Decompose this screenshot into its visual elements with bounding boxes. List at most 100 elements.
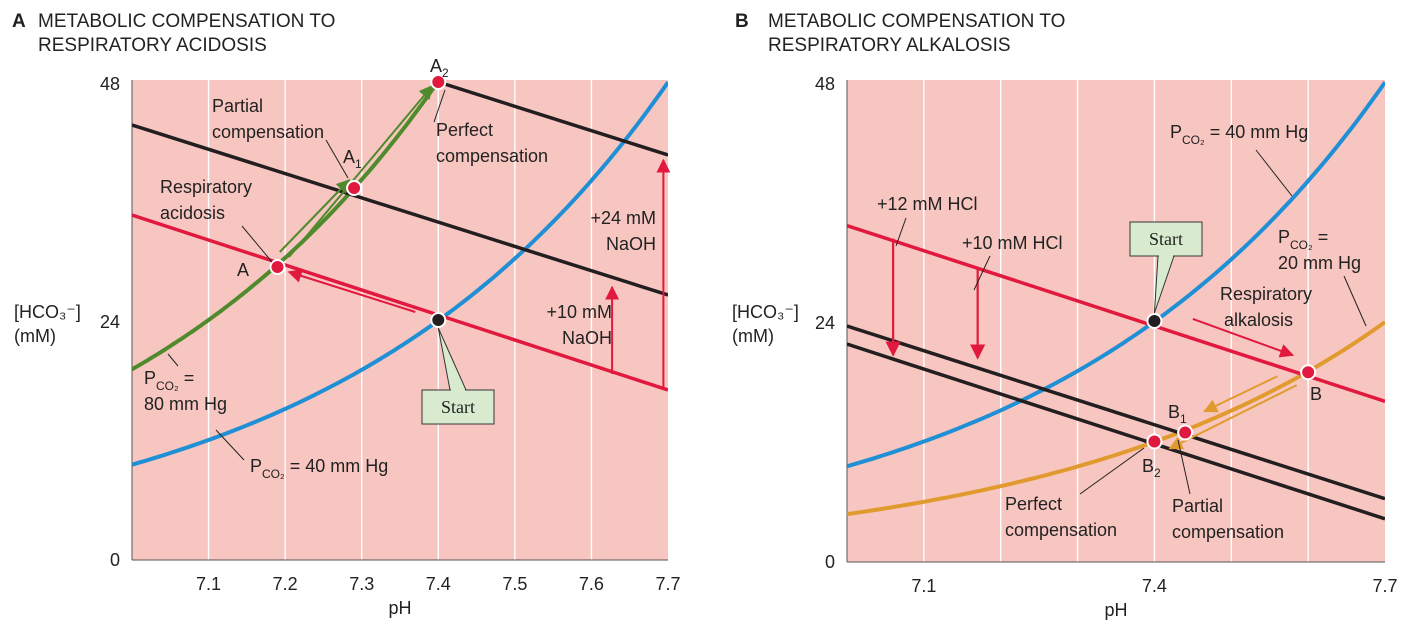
y-tick-label: 24 bbox=[100, 312, 120, 332]
point-a1 bbox=[346, 180, 363, 196]
arrow-a-to-a2 bbox=[288, 84, 434, 258]
annot-resp-acidosis-1: Respiratory bbox=[160, 177, 252, 197]
label-pco2-40-b: PCO₂ = 40 mm Hg bbox=[1170, 122, 1308, 147]
buffer-line-red bbox=[847, 223, 1385, 403]
panel-title-line: METABOLIC COMPENSATION TO bbox=[38, 11, 335, 32]
point-start-b bbox=[1146, 313, 1163, 329]
label-pco2-80: PCO₂ = bbox=[144, 368, 194, 393]
annot-perfect-comp-2: compensation bbox=[436, 146, 548, 166]
leader-hcl-10 bbox=[973, 255, 991, 291]
x-tick-label: 7.7 bbox=[1372, 576, 1397, 596]
leader-resp-acidosis bbox=[241, 225, 273, 263]
point-b1-label: B1 bbox=[1168, 402, 1187, 426]
annot-naoh-10-1: +10 mM bbox=[546, 302, 612, 322]
annot-resp-alkalosis-2: alkalosis bbox=[1224, 310, 1293, 330]
annot-perfect-comp-b-1: Perfect bbox=[1005, 494, 1062, 514]
point-a2-label: A2 bbox=[430, 56, 449, 80]
x-axis-label: pH bbox=[1104, 600, 1127, 620]
annot-resp-acidosis-2: acidosis bbox=[160, 203, 225, 223]
annot-naoh-24-2: NaOH bbox=[606, 234, 656, 254]
annot-partial-comp-2: compensation bbox=[212, 122, 324, 142]
x-tick-label: 7.6 bbox=[579, 574, 604, 594]
y-axis-label-unit: (mM) bbox=[14, 326, 56, 346]
arrow-start-to-a bbox=[287, 269, 416, 313]
label-pco2-80-line2: 80 mm Hg bbox=[144, 394, 227, 414]
point-start bbox=[430, 312, 447, 328]
buffer-line-black bbox=[132, 123, 668, 297]
leader-pco2-20 bbox=[1343, 275, 1367, 327]
x-tick-label: 7.7 bbox=[655, 574, 680, 594]
point-b1 bbox=[1177, 424, 1194, 441]
arrow-start-to-b bbox=[1192, 318, 1295, 358]
point-a bbox=[269, 259, 286, 275]
y-tick-label: 24 bbox=[815, 313, 835, 333]
start-callout-a-label: Start bbox=[441, 397, 475, 417]
y-tick-label: 48 bbox=[815, 74, 835, 94]
annot-partial-comp-1: Partial bbox=[212, 96, 263, 116]
panel-a: A METABOLIC COMPENSATION TO RESPIRATORY AC… bbox=[12, 11, 681, 618]
point-b2 bbox=[1146, 433, 1163, 450]
y-tick-label: 0 bbox=[825, 552, 835, 572]
annot-naoh-24-1: +24 mM bbox=[590, 208, 656, 228]
annot-perfect-comp-1: Perfect bbox=[436, 120, 493, 140]
arrow-b-to-b1 bbox=[1203, 375, 1278, 413]
y-axis-label: [HCO₃⁻] bbox=[14, 302, 81, 322]
start-callout-a-box bbox=[421, 389, 495, 425]
point-b bbox=[1300, 364, 1317, 381]
annot-hcl-10: +10 mM HCl bbox=[962, 233, 1063, 253]
buffer-line-black bbox=[847, 342, 1385, 521]
leader-perfect bbox=[433, 89, 446, 123]
label-pco2-40: PCO₂ = 40 mm Hg bbox=[250, 456, 388, 481]
y-tick-label: 48 bbox=[100, 74, 120, 94]
point-a1-label: A1 bbox=[343, 147, 362, 171]
arrow-a-to-a1 bbox=[279, 178, 351, 253]
leader-partial bbox=[325, 139, 349, 179]
x-tick-label: 7.5 bbox=[502, 574, 527, 594]
x-axis-label: pH bbox=[388, 598, 411, 618]
panel-title-line: RESPIRATORY ACIDOSIS bbox=[38, 35, 267, 56]
point-a2 bbox=[430, 74, 447, 90]
point-a-label: A bbox=[237, 260, 249, 280]
label-pco2-20: PCO₂ = bbox=[1278, 227, 1328, 252]
leader-hcl-12 bbox=[895, 217, 907, 247]
x-tick-label: 7.1 bbox=[196, 574, 221, 594]
annot-partial-comp-b-1: Partial bbox=[1172, 496, 1223, 516]
isopleth-curve-20 bbox=[847, 320, 1385, 517]
isopleth-curve-80 bbox=[132, 80, 440, 372]
start-callout-b-label: Start bbox=[1149, 229, 1183, 249]
y-axis-label-unit: (mM) bbox=[732, 326, 774, 346]
y-axis-label: [HCO₃⁻] bbox=[732, 302, 799, 322]
buffer-line-red bbox=[132, 213, 668, 392]
x-tick-label: 7.4 bbox=[1142, 576, 1167, 596]
annot-partial-comp-b-2: compensation bbox=[1172, 522, 1284, 542]
panel-b: B METABOLIC COMPENSATION TO RESPIRATORY AL… bbox=[732, 11, 1398, 620]
panel-title-line: METABOLIC COMPENSATION TO bbox=[768, 11, 1065, 32]
label-pco2-20-line2: 20 mm Hg bbox=[1278, 253, 1361, 273]
x-tick-label: 7.2 bbox=[273, 574, 298, 594]
panel-title-line: RESPIRATORY ALKALOSIS bbox=[768, 35, 1011, 56]
point-b-label: B bbox=[1310, 384, 1322, 404]
leader-partial-b bbox=[1177, 439, 1191, 495]
plot-area bbox=[132, 80, 668, 560]
plot-area bbox=[847, 80, 1385, 562]
annot-perfect-comp-b-2: compensation bbox=[1005, 520, 1117, 540]
y-tick-label: 0 bbox=[110, 550, 120, 570]
buffer-line-black bbox=[437, 80, 668, 157]
leader-pco2-80 bbox=[167, 353, 179, 367]
annot-hcl-12: +12 mM HCl bbox=[877, 194, 978, 214]
plot-content bbox=[847, 81, 1385, 521]
x-tick-label: 7.3 bbox=[349, 574, 374, 594]
panel-letter: B bbox=[735, 11, 749, 32]
x-tick-label: 7.4 bbox=[426, 574, 451, 594]
start-callout-b-box bbox=[1129, 221, 1203, 257]
leader-pco2-40 bbox=[215, 429, 245, 461]
annot-resp-alkalosis-1: Respiratory bbox=[1220, 284, 1312, 304]
x-tick-label: 7.1 bbox=[911, 576, 936, 596]
point-b2-label: B2 bbox=[1142, 456, 1161, 480]
buffer-line-black bbox=[847, 324, 1385, 501]
leader-pco2-40-b bbox=[1255, 149, 1293, 197]
annot-naoh-10-2: NaOH bbox=[562, 328, 612, 348]
isopleth-curve-40 bbox=[847, 81, 1385, 469]
panel-letter: A bbox=[12, 11, 26, 32]
